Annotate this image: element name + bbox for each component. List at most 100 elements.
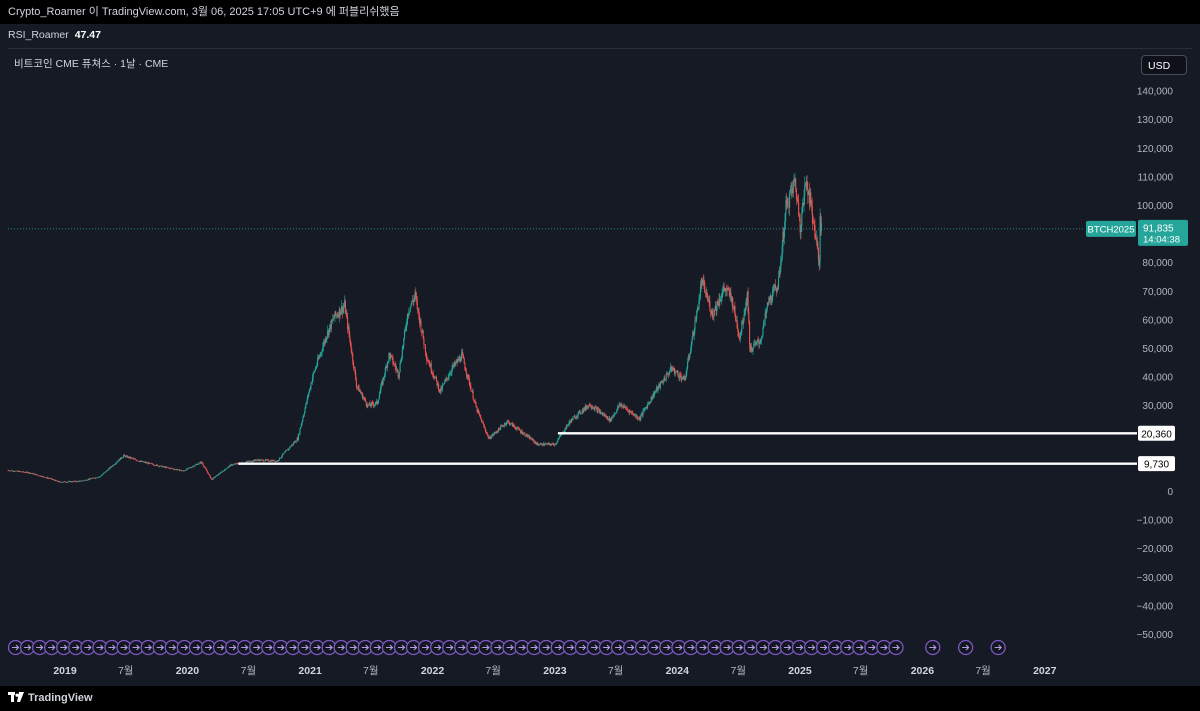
candle-body bbox=[744, 311, 746, 315]
candle bbox=[466, 374, 468, 380]
event-marker[interactable] bbox=[297, 639, 313, 656]
candle bbox=[197, 463, 199, 465]
indicator-legend[interactable]: RSI_Roamer 47.47 bbox=[8, 24, 101, 46]
event-marker[interactable] bbox=[80, 639, 96, 656]
candle bbox=[478, 408, 480, 415]
event-marker[interactable] bbox=[707, 639, 723, 656]
candle bbox=[100, 475, 102, 477]
chart-frame[interactable] bbox=[0, 24, 1200, 686]
event-marker[interactable] bbox=[635, 639, 651, 656]
candle bbox=[175, 469, 177, 470]
candle bbox=[690, 341, 692, 354]
candle bbox=[398, 371, 400, 381]
candle-body bbox=[36, 474, 38, 475]
candle-body bbox=[134, 458, 136, 460]
event-marker[interactable] bbox=[598, 639, 615, 656]
event-marker[interactable] bbox=[140, 639, 156, 656]
candle-body bbox=[413, 298, 415, 302]
candle bbox=[455, 358, 457, 364]
candle bbox=[424, 344, 426, 356]
event-marker[interactable] bbox=[19, 639, 36, 656]
event-marker[interactable] bbox=[502, 639, 518, 656]
event-marker[interactable] bbox=[273, 639, 289, 656]
candle-body bbox=[332, 318, 335, 320]
candle bbox=[306, 400, 308, 405]
candle bbox=[344, 298, 346, 314]
candle-body bbox=[14, 471, 16, 473]
candle-body bbox=[390, 355, 392, 359]
event-arrow-icon bbox=[747, 644, 756, 651]
candle-body bbox=[571, 418, 573, 421]
event-arrow-icon bbox=[253, 644, 261, 651]
candle-body bbox=[181, 470, 183, 472]
candle-body bbox=[403, 338, 405, 346]
candle-body bbox=[427, 360, 429, 363]
x-axis-tick-label: 7월 bbox=[608, 665, 624, 677]
y-axis-tick-label: 40,000 bbox=[1142, 373, 1173, 384]
candle-body bbox=[178, 469, 180, 471]
candle-body bbox=[356, 386, 358, 387]
event-arrow-icon bbox=[470, 644, 478, 651]
event-marker[interactable] bbox=[200, 639, 217, 656]
event-arrow-icon bbox=[301, 644, 309, 651]
candle-body bbox=[443, 383, 445, 385]
candle-body bbox=[143, 461, 145, 463]
event-marker[interactable] bbox=[990, 639, 1006, 656]
candle bbox=[87, 478, 89, 481]
candle-body bbox=[730, 292, 732, 296]
event-marker[interactable] bbox=[68, 639, 84, 656]
event-arrow-icon bbox=[434, 644, 442, 651]
candle bbox=[375, 401, 377, 407]
candle-body bbox=[304, 407, 306, 413]
event-marker[interactable] bbox=[261, 639, 277, 656]
candle bbox=[554, 443, 556, 447]
candle bbox=[154, 465, 157, 467]
candle-body bbox=[804, 185, 806, 196]
candle bbox=[437, 382, 439, 386]
event-marker[interactable] bbox=[442, 639, 458, 656]
candle bbox=[434, 375, 436, 379]
candle bbox=[34, 473, 36, 476]
candle bbox=[281, 453, 283, 458]
candle-body bbox=[684, 378, 686, 380]
candle bbox=[428, 360, 430, 366]
candle-body bbox=[663, 377, 665, 383]
event-marker[interactable] bbox=[925, 639, 941, 656]
candle bbox=[449, 370, 452, 376]
event-arrow-icon bbox=[880, 644, 888, 651]
event-marker[interactable] bbox=[957, 639, 974, 656]
event-marker[interactable] bbox=[285, 639, 301, 656]
candle-body bbox=[714, 305, 716, 311]
event-marker[interactable] bbox=[743, 639, 759, 656]
event-marker[interactable] bbox=[731, 639, 747, 656]
event-marker[interactable] bbox=[888, 639, 904, 656]
candle bbox=[164, 466, 166, 469]
candle-body bbox=[720, 298, 722, 300]
candle bbox=[194, 464, 196, 467]
candle bbox=[176, 469, 178, 471]
candle-body bbox=[789, 189, 791, 194]
candle bbox=[816, 235, 818, 250]
candle-body bbox=[181, 470, 183, 471]
event-marker[interactable] bbox=[56, 639, 72, 656]
event-marker[interactable] bbox=[647, 639, 663, 656]
candle-body bbox=[100, 475, 102, 477]
candle bbox=[408, 311, 411, 316]
candle bbox=[735, 316, 737, 323]
candle-body bbox=[485, 430, 487, 433]
event-marker[interactable] bbox=[767, 639, 784, 656]
currency-button[interactable]: USD bbox=[1141, 55, 1187, 75]
candle-body bbox=[699, 298, 701, 301]
candle-body bbox=[646, 407, 648, 409]
candle bbox=[60, 481, 63, 483]
event-marker[interactable] bbox=[212, 639, 229, 656]
candle bbox=[774, 283, 776, 291]
candle-body bbox=[534, 441, 536, 443]
pane-divider[interactable] bbox=[8, 48, 1192, 49]
candle bbox=[605, 413, 607, 419]
candle bbox=[179, 470, 181, 472]
candle-body bbox=[708, 300, 710, 302]
event-marker[interactable] bbox=[550, 639, 566, 656]
event-marker[interactable] bbox=[417, 639, 434, 656]
